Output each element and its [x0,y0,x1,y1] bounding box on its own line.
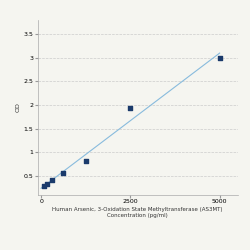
Point [45,182,49,186]
Point [62,171,66,175]
Point [128,106,132,110]
X-axis label: Human Arsenic, 3-Oxidation State Methyltransferase (AS3MT)
Concentration (pg/ml): Human Arsenic, 3-Oxidation State Methylt… [52,207,223,218]
Point [50,178,54,182]
Point [84,159,88,163]
Point [42,184,46,188]
Point [218,56,222,60]
Y-axis label: OD: OD [16,102,21,113]
